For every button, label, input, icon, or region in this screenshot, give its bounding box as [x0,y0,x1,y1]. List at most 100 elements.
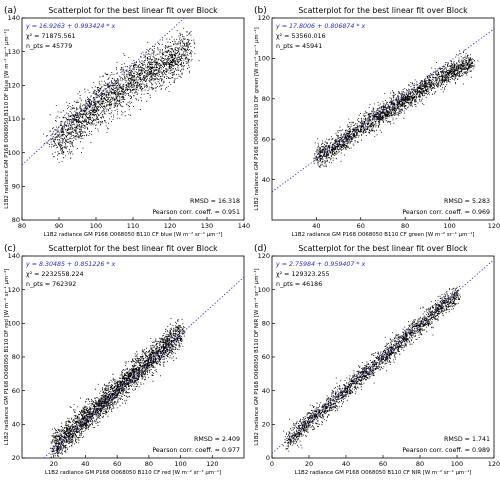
npts-a: n_pts = 45779 [26,43,72,50]
npts-c: n_pts = 762392 [26,281,76,288]
y-tick-label-c: 20 [12,454,20,462]
y-tick-label-b: 100 [258,55,270,63]
points-b [313,49,479,168]
x-axis-label-d: L1B2 radiance GM P168 O068050 B110 CF NI… [295,469,472,476]
x-tick-label-a: 130 [201,222,213,230]
scatter-points-b [313,49,479,168]
rmsd-d: RMSD = 1.741 [444,436,490,443]
panel-label-d: (d) [254,244,267,254]
y-tick-label-d: 60 [262,353,270,361]
x-tick-label-c: 40 [81,460,89,468]
y-tick-label-d: 20 [262,421,270,429]
scatter-points-c [49,318,186,459]
y-tick-label-c: 140 [8,252,20,260]
x-tick-label-d: 80 [416,460,424,468]
plot-area-a [21,17,245,221]
pearson-b: Pearson corr. coeff. = 0.969 [402,209,490,216]
x-tick-label-d: 120 [488,460,500,468]
y-tick-label-b: 80 [262,95,270,103]
x-tick-label-d: 40 [342,460,350,468]
y-tick-label-a: 120 [8,82,20,90]
y-tick-label-d: 100 [258,286,270,294]
x-tick-label-b: 120 [488,222,500,230]
x-tick-label-d: 100 [451,460,463,468]
x-tick-label-a: 100 [90,222,102,230]
x-tick-label-d: 20 [305,460,313,468]
y-tick-label-d: 0 [266,454,270,462]
ticks-c: 20 40 60 80 100 120 20 40 60 80 100 120 140 [8,252,219,468]
panel-title-a: Scatterplot for the best linear fit over… [48,6,218,15]
chi2-c: χ² = 2232558.224 [26,271,84,278]
fit-equation-d: y = 2.75984 + 0.959407 * x [275,261,366,268]
y-tick-label-a: 100 [8,149,20,157]
y-axis-label-a: L1B2 radiance GM P168 O068050 B110 DF bl… [3,29,10,208]
fit-line-d [271,259,495,454]
ticks-b: 40 60 80 100 120 40 60 80 100 120 [258,14,500,230]
y-tick-label-b: 40 [262,176,270,184]
panel-b: (b) Scatterplot for the best linear fit … [253,6,500,238]
chi2-d: χ² = 129323.255 [276,271,330,278]
y-tick-label-a: 80 [12,216,20,224]
fit-equation-a: y = 16.9263 + 0.993424 * x [25,23,116,30]
panel-label-c: (c) [4,244,16,254]
x-axis-label-a: L1B2 radiance GM P168 O068050 B110 CF bl… [43,231,222,238]
panel-label-a: (a) [4,6,17,16]
x-tick-label-b: 100 [443,222,455,230]
x-tick-label-a: 80 [18,222,26,230]
y-tick-label-b: 120 [258,14,270,22]
panel-a: (a) Scatterplot for the best linear fit … [3,6,250,238]
chi2-b: χ² = 53560.016 [276,33,326,40]
npts-b: n_pts = 45941 [276,43,322,50]
x-tick-label-a: 110 [127,222,139,230]
x-tick-label-a: 90 [55,222,63,230]
panel-title-c: Scatterplot for the best linear fit over… [48,244,218,253]
fit-equation-b: y = 17.8006 + 0.806874 * x [275,23,366,30]
y-tick-label-d: 40 [262,387,270,395]
x-tick-label-d: 0 [270,460,274,468]
x-tick-label-c: 80 [145,460,153,468]
y-tick-label-b: 60 [262,135,270,143]
panel-title-b: Scatterplot for the best linear fit over… [298,6,468,15]
x-tick-label-d: 60 [379,460,387,468]
npts-d: n_pts = 46186 [276,281,322,288]
y-tick-label-d: 80 [262,320,270,328]
ticks-a: 80 90 100 110 120 130 140 80 90 100 110 120 130 140 [8,14,251,230]
x-tick-label-b: 80 [401,222,409,230]
plot-area-c [21,255,245,459]
y-tick-label-c: 60 [12,387,20,395]
x-tick-label-c: 20 [50,460,58,468]
pearson-a: Pearson corr. coeff. = 0.951 [152,209,240,216]
y-tick-label-c: 120 [8,286,20,294]
panel-label-b: (b) [254,6,267,16]
panel-title-d: Scatterplot for the best linear fit over… [298,244,468,253]
x-tick-label-b: 60 [357,222,365,230]
y-tick-label-c: 40 [12,421,20,429]
ticks-d: 0 20 40 60 80 100 120 0 20 40 60 80 100 120 [258,252,500,468]
pearson-c: Pearson corr. coeff. = 0.977 [152,447,240,454]
rmsd-c: RMSD = 2.409 [194,436,240,443]
y-tick-label-c: 80 [12,353,20,361]
y-tick-label-c: 100 [8,320,20,328]
panel-c: (c) Scatterplot for the best linear fit … [3,244,245,476]
y-axis-label-c: L1B2 radiance GM P168 O068050 B110 DF re… [3,269,10,446]
y-tick-label-a: 130 [8,48,20,56]
x-tick-label-a: 140 [238,222,250,230]
x-tick-label-c: 100 [174,460,186,468]
x-tick-label-c: 60 [113,460,121,468]
panel-d: (d) Scatterplot for the best linear fit … [253,244,500,476]
x-tick-label-c: 120 [206,460,218,468]
y-tick-label-a: 110 [8,115,20,123]
fit-line-c [43,276,245,459]
y-tick-label-a: 90 [12,183,20,191]
fit-equation-c: y = 8.30485 + 0.851226 * x [25,261,116,268]
pearson-d: Pearson corr. coeff. = 0.989 [402,447,490,454]
y-axis-label-b: L1B2 radiance GM P168 O068050 B110 DF gr… [253,27,260,210]
x-tick-label-a: 120 [164,222,176,230]
x-axis-label-b: L1B2 radiance GM P168 O068050 B110 CF gr… [292,231,475,238]
x-axis-label-c: L1B2 radiance GM P168 O068050 B110 CF re… [45,469,221,476]
y-tick-label-d: 120 [258,252,270,260]
fit-line-b [271,28,495,193]
fit-line-a [21,17,185,166]
points-d [282,286,461,452]
